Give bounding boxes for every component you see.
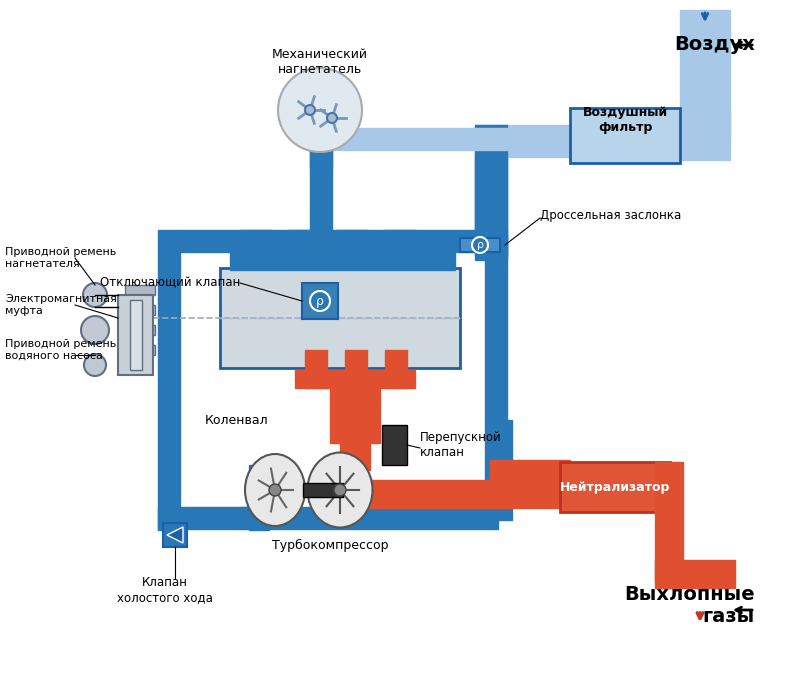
Bar [485,230,507,510]
Bar [303,483,343,497]
Bar [590,125,720,155]
Text: Клапан
холостого хода: Клапан холостого хода [117,576,213,604]
Text: Выхлопные
газы: Выхлопные газы [624,585,755,626]
Bar [163,523,187,547]
Circle shape [305,105,315,115]
Text: Приводной ремень
нагнетателя: Приводной ремень нагнетателя [5,248,116,269]
Bar [295,370,415,388]
Bar [310,150,332,235]
Bar [130,300,142,370]
Text: Воздушный
фильтр: Воздушный фильтр [582,106,667,134]
Text: Электромагнитная
муфта: Электромагнитная муфта [5,294,117,316]
Circle shape [81,316,109,344]
Text: Приводной ремень
водяного насоса: Приводной ремень водяного насоса [5,339,116,361]
Bar [158,230,180,530]
Text: Коленвал: Коленвал [205,413,269,426]
Text: Механический
нагнетатель: Механический нагнетатель [272,48,368,76]
Text: ρ: ρ [316,294,324,307]
Bar [385,350,407,388]
Bar [655,462,683,582]
Circle shape [84,354,106,376]
Bar [475,125,507,260]
Bar [125,325,155,335]
Bar [249,465,269,530]
Text: Отключающий клапан: Отключающий клапан [100,277,240,290]
Circle shape [327,113,337,123]
Bar [355,480,575,508]
Bar [680,10,730,140]
Bar [305,350,327,388]
Bar [347,460,367,510]
Bar [220,268,460,368]
Bar [310,128,530,150]
Bar [330,388,380,443]
Bar [302,283,338,319]
Circle shape [269,484,281,496]
Text: Дроссельная заслонка: Дроссельная заслонка [540,209,682,222]
Bar [158,507,498,529]
Circle shape [334,484,346,496]
Text: ρ: ρ [477,240,483,250]
Bar [490,420,512,520]
Bar [180,230,485,252]
Bar [336,230,368,268]
Polygon shape [167,527,183,543]
Ellipse shape [245,454,305,526]
Bar [560,462,670,512]
Bar [125,285,155,295]
Bar [460,238,500,252]
Bar [570,108,680,163]
Text: Нейтрализатор: Нейтрализатор [560,481,670,494]
Bar [288,230,320,268]
Bar [345,350,367,388]
Ellipse shape [307,452,373,528]
Bar [125,305,155,315]
Bar [118,295,153,375]
Bar [240,507,260,527]
Circle shape [278,68,362,152]
Bar [310,148,332,168]
Bar [125,345,155,355]
Text: Турбокомпрессор: Турбокомпрессор [272,539,388,551]
Bar [655,560,735,588]
Bar [475,155,507,255]
Bar [340,440,370,470]
Bar [230,248,455,270]
Bar [475,125,620,157]
Bar [382,425,407,465]
Bar [240,230,272,268]
Bar [384,230,416,268]
Text: Воздух: Воздух [674,35,755,54]
Circle shape [83,283,107,307]
Bar [490,460,570,488]
Bar [680,110,730,160]
Text: Перепускной
клапан: Перепускной клапан [420,431,502,459]
Circle shape [472,237,488,253]
Circle shape [310,291,330,311]
